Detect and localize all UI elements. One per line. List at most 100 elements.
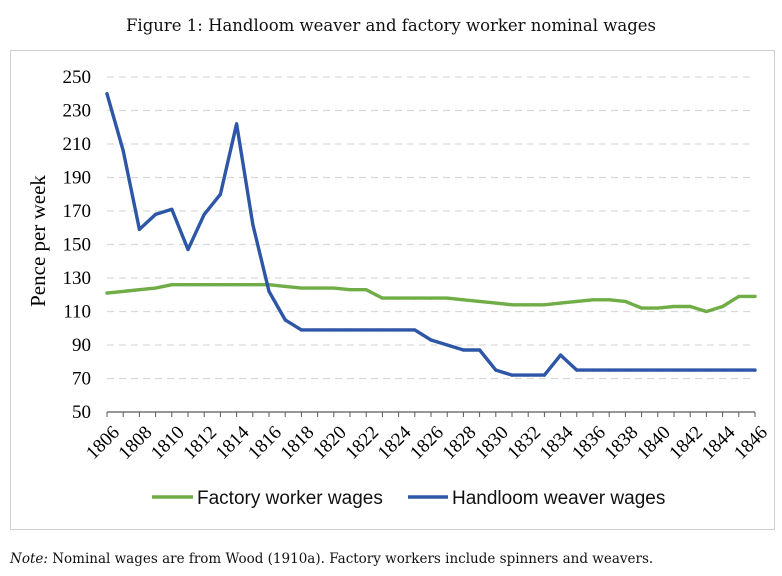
- factory-worker-wages-point-1825: [413, 296, 417, 300]
- factory-worker-wages-point-1818: [299, 286, 303, 290]
- factory-worker-wages-point-1839: [640, 306, 644, 310]
- x-tick-label-1822: 1822: [341, 422, 383, 464]
- y-tick-label-110: 110: [63, 302, 91, 323]
- factory-worker-wages-point-1809: [154, 286, 158, 290]
- handloom-weaver-wages-point-1825: [413, 328, 417, 332]
- handloom-weaver-wages-point-1843: [704, 368, 709, 372]
- factory-worker-wages-point-1817: [283, 284, 287, 288]
- y-axis-ticks: 50 70 90 110 130 150 170 190 210 230 250: [63, 67, 92, 423]
- x-tick-label-1838: 1838: [601, 422, 643, 464]
- factory-worker-wages-point-1827: [445, 296, 449, 300]
- factory-worker-wages-point-1824: [397, 296, 401, 300]
- factory-worker-wages-point-1846: [753, 294, 757, 299]
- factory-worker-wages-point-1815: [251, 283, 255, 287]
- handloom-weaver-wages-point-1833: [542, 373, 547, 377]
- factory-worker-wages-point-1826: [429, 296, 433, 300]
- series-lines: [105, 92, 757, 377]
- figure-caption: Figure 1: Handloom weaver and factory wo…: [125, 16, 657, 35]
- handloom-weaver-wages-line: [105, 92, 757, 377]
- note-text: Nominal wages are from Wood (1910a). Fac…: [52, 551, 654, 567]
- handloom-weaver-wages-point-1822: [364, 328, 368, 332]
- factory-worker-wages-point-1845: [737, 294, 741, 299]
- handloom-weaver-wages-point-1810: [170, 207, 174, 211]
- y-tick-label-230: 230: [63, 101, 92, 122]
- y-tick-label-170: 170: [63, 201, 92, 222]
- factory-worker-wages-point-1834: [559, 301, 563, 305]
- handloom-weaver-wages-point-1845: [737, 368, 741, 372]
- handloom-weaver-wages-points: [105, 92, 757, 377]
- y-tick-label-70: 70: [72, 369, 91, 390]
- y-tick-label-50: 50: [72, 402, 91, 423]
- factory-worker-wages-point-1830: [494, 301, 498, 305]
- factory-worker-wages-point-1828: [461, 298, 465, 302]
- factory-worker-wages-point-1842: [688, 304, 692, 309]
- legend-label-handloom-weaver-wages: Handloom weaver wages: [452, 488, 665, 509]
- handloom-weaver-wages-point-1814: [235, 122, 239, 126]
- x-tick-label-1818: 1818: [277, 422, 319, 464]
- factory-worker-wages-point-1835: [575, 299, 579, 304]
- factory-worker-wages-point-1837: [607, 298, 611, 302]
- x-tick-label-1820: 1820: [309, 422, 351, 464]
- x-tick-label-1826: 1826: [406, 422, 448, 464]
- handloom-weaver-wages-point-1820: [332, 328, 336, 332]
- factory-worker-wages-point-1810: [170, 283, 174, 287]
- factory-worker-wages-point-1832: [526, 303, 530, 307]
- y-tick-label-250: 250: [63, 67, 92, 88]
- factory-worker-wages-point-1836: [591, 298, 595, 302]
- x-tick-label-1808: 1808: [115, 422, 157, 464]
- x-tick-label-1836: 1836: [568, 422, 610, 464]
- y-tick-label-210: 210: [63, 134, 92, 155]
- factory-worker-wages-point-1812: [202, 283, 206, 287]
- factory-worker-wages-point-1829: [478, 299, 482, 304]
- handloom-weaver-wages-point-1813: [218, 192, 222, 196]
- handloom-weaver-wages-point-1819: [316, 328, 320, 332]
- x-tick-label-1814: 1814: [212, 422, 254, 464]
- x-tick-label-1824: 1824: [374, 422, 416, 464]
- handloom-weaver-wages-point-1821: [348, 328, 352, 332]
- factory-worker-wages-point-1838: [623, 299, 628, 304]
- handloom-weaver-wages-point-1830: [494, 368, 498, 372]
- handloom-weaver-wages-point-1816: [267, 289, 271, 293]
- factory-worker-wages-point-1822: [364, 288, 368, 292]
- y-tick-label-150: 150: [63, 235, 92, 256]
- handloom-weaver-wages-point-1836: [591, 368, 595, 372]
- factory-worker-wages-point-1820: [332, 286, 336, 290]
- factory-worker-wages-point-1841: [672, 304, 676, 309]
- handloom-weaver-wages-point-1840: [656, 368, 660, 372]
- factory-worker-wages-point-1823: [380, 296, 384, 300]
- handloom-weaver-wages-point-1812: [202, 212, 206, 216]
- handloom-weaver-wages-point-1846: [753, 368, 757, 372]
- chart-frame: 50 70 90 110 130 150 170 190 210 230 250 1806 1808 1…: [10, 50, 775, 530]
- factory-worker-wages-points: [105, 283, 757, 314]
- x-tick-label-1832: 1832: [503, 422, 545, 464]
- handloom-weaver-wages-point-1809: [154, 212, 158, 216]
- x-tick-label-1828: 1828: [439, 422, 481, 464]
- factory-worker-wages-point-1843: [704, 309, 709, 314]
- factory-worker-wages-point-1811: [186, 283, 190, 287]
- factory-worker-wages-point-1831: [510, 303, 514, 307]
- handloom-weaver-wages-point-1832: [526, 373, 530, 377]
- factory-worker-wages-point-1821: [348, 288, 352, 292]
- x-tick-label-1842: 1842: [665, 422, 707, 464]
- handloom-weaver-wages-point-1806: [105, 92, 109, 96]
- handloom-weaver-wages-point-1827: [445, 343, 449, 347]
- factory-worker-wages-point-1819: [316, 286, 320, 290]
- handloom-weaver-wages-point-1842: [688, 368, 692, 372]
- x-tick-label-1840: 1840: [633, 422, 675, 464]
- handloom-weaver-wages-point-1831: [510, 373, 514, 377]
- x-tick-label-1830: 1830: [471, 422, 513, 464]
- factory-worker-wages-point-1840: [656, 306, 660, 310]
- handloom-weaver-wages-point-1837: [607, 368, 611, 372]
- figure-note: Note: Nominal wages are from Wood (1910a…: [10, 551, 653, 567]
- factory-worker-wages-point-1806: [105, 291, 109, 295]
- handloom-weaver-wages-point-1824: [397, 328, 401, 332]
- gridlines: [107, 76, 755, 380]
- x-tick-label-1810: 1810: [147, 422, 189, 464]
- y-tick-label-190: 190: [63, 168, 92, 189]
- handloom-weaver-wages-point-1841: [672, 368, 676, 372]
- x-tick-label-1834: 1834: [536, 422, 578, 464]
- handloom-weaver-wages-point-1835: [575, 368, 579, 372]
- y-tick-label-130: 130: [63, 268, 92, 289]
- x-axis-ticks: 1806180818101812181418161818182018221824…: [82, 412, 772, 464]
